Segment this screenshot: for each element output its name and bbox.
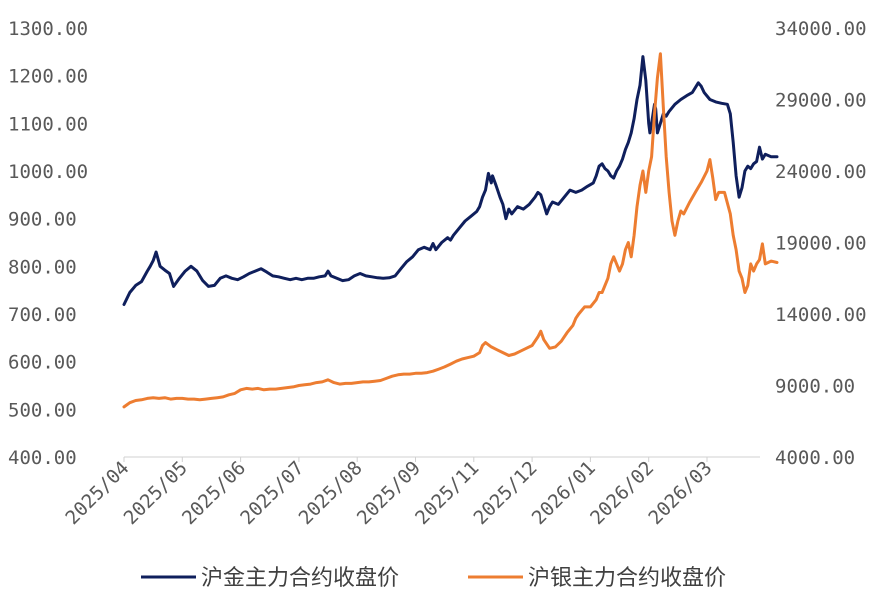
left-axis-tick-label: 400.00 (8, 447, 77, 469)
x-axis-tick-label: 2025/09 (353, 457, 425, 529)
series-group (122, 52, 779, 409)
right-axis-tick-label: 19000.00 (775, 233, 867, 255)
right-axis-tick-label: 34000.00 (775, 18, 867, 40)
x-axis-tick-label: 2026/01 (528, 457, 600, 529)
left-axis-tick-label: 1000.00 (8, 161, 88, 183)
x-axis-tick-label: 2026/03 (644, 457, 716, 529)
x-axis-ticks: 2025/042025/052025/062025/072025/082025/… (61, 457, 716, 529)
left-axis-tick-label: 700.00 (8, 304, 77, 326)
x-axis-tick-label: 2025/07 (236, 457, 308, 529)
x-axis-tick-label: 2025/08 (295, 457, 367, 529)
left-axis-tick-label: 800.00 (8, 256, 77, 278)
x-axis-tick-label: 2025/05 (120, 457, 192, 529)
right-axis-tick-label: 9000.00 (775, 376, 855, 398)
left-axis-tick-label: 500.00 (8, 399, 77, 421)
left-axis-tick-label: 1300.00 (8, 18, 88, 40)
right-axis-tick-label: 24000.00 (775, 161, 867, 183)
x-axis-tick-label: 2025/11 (411, 457, 483, 529)
x-axis-tick-label: 2026/02 (586, 457, 658, 529)
left-axis-tick-label: 1100.00 (8, 113, 88, 135)
x-axis-tick-label: 2025/06 (178, 457, 250, 529)
legend-label-silver: 沪银主力合约收盘价 (528, 566, 726, 591)
x-axis-tick-label: 2025/12 (469, 457, 541, 529)
left-axis-tick-label: 1200.00 (8, 66, 88, 88)
left-axis-tick-label: 900.00 (8, 209, 77, 231)
right-axis-tick-label: 4000.00 (775, 447, 855, 469)
legend-label-gold: 沪金主力合约收盘价 (201, 566, 399, 591)
right-axis-ticks: 34000.00 29000.00 24000.00 19000.00 14000.00… (775, 18, 867, 469)
series-line-silver (122, 52, 779, 409)
legend: 沪金主力合约收盘价 沪银主力合约收盘价 (141, 566, 726, 591)
series-line-gold (122, 55, 779, 306)
left-axis-tick-label: 600.00 (8, 352, 77, 374)
left-axis-ticks: 1300.00 1200.00 1100.00 1000.00 900.00 800.00… (8, 18, 88, 469)
right-axis-tick-label: 29000.00 (775, 90, 867, 112)
right-axis-tick-label: 14000.00 (775, 304, 867, 326)
